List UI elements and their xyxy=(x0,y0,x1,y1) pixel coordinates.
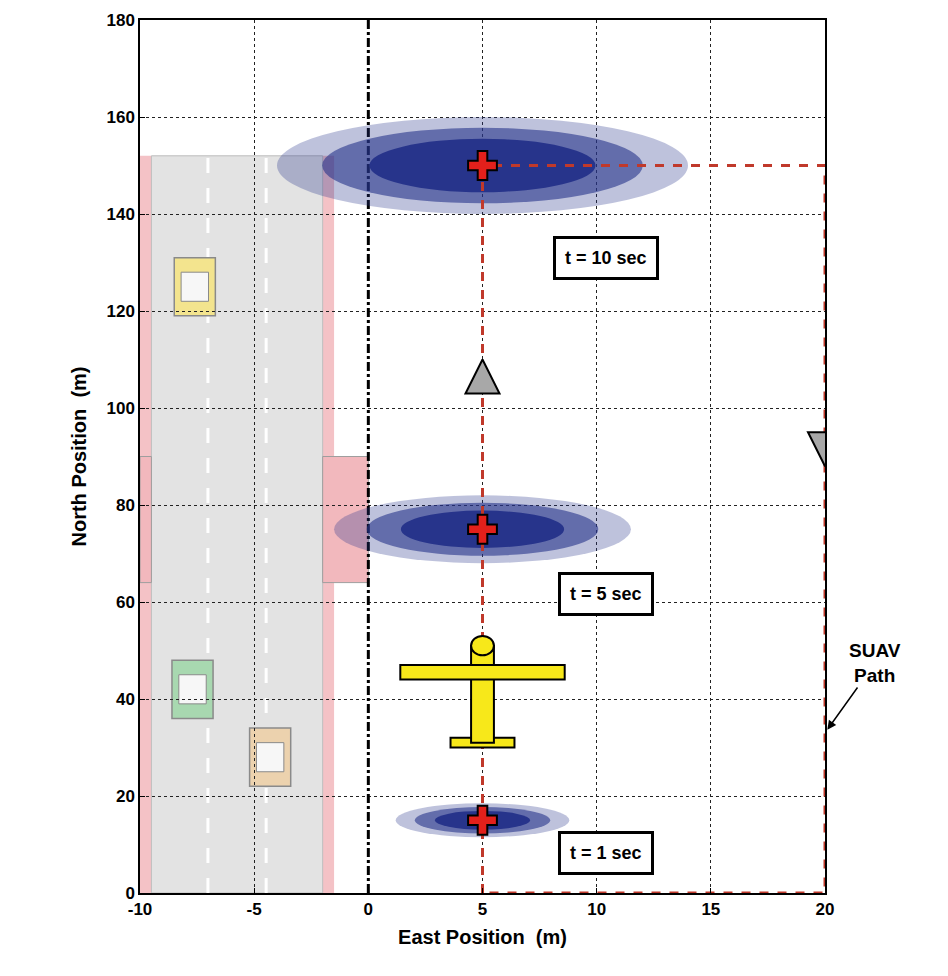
svg-text:20: 20 xyxy=(816,900,835,919)
svg-text:0: 0 xyxy=(364,900,373,919)
svg-text:5: 5 xyxy=(478,900,487,919)
svg-text:East Position (m): East Position (m) xyxy=(398,926,567,948)
svg-text:140: 140 xyxy=(106,205,134,224)
svg-text:SUAVPath: SUAVPath xyxy=(849,640,901,686)
svg-text:120: 120 xyxy=(106,302,134,321)
svg-text:10: 10 xyxy=(587,900,606,919)
svg-text:t = 1 sec: t = 1 sec xyxy=(570,843,642,863)
svg-text:t = 5 sec: t = 5 sec xyxy=(570,584,642,604)
svg-text:20: 20 xyxy=(116,787,135,806)
svg-text:60: 60 xyxy=(116,593,135,612)
svg-text:t = 10 sec: t = 10 sec xyxy=(565,248,647,268)
svg-text:40: 40 xyxy=(116,690,135,709)
svg-text:-10: -10 xyxy=(128,900,153,919)
svg-text:100: 100 xyxy=(106,399,134,418)
svg-text:80: 80 xyxy=(116,496,135,515)
svg-text:160: 160 xyxy=(106,108,134,127)
svg-text:180: 180 xyxy=(106,11,134,30)
svg-text:-5: -5 xyxy=(247,900,262,919)
svg-text:15: 15 xyxy=(701,900,720,919)
svg-text:North Position (m): North Position (m) xyxy=(68,367,90,547)
svg-text:0: 0 xyxy=(125,884,134,903)
